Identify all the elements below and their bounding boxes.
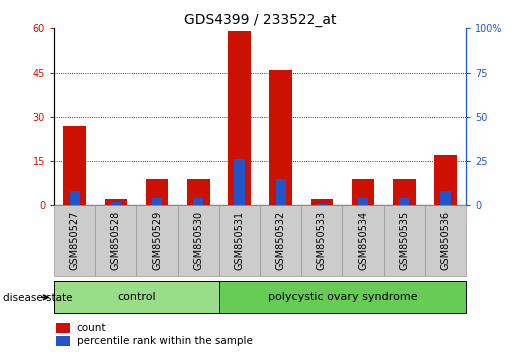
Title: GDS4399 / 233522_at: GDS4399 / 233522_at (184, 13, 336, 27)
Text: GSM850532: GSM850532 (276, 211, 286, 270)
Bar (352, 179, 374, 205)
Bar (70, 191, 80, 205)
Bar (434, 155, 457, 205)
Text: GSM850530: GSM850530 (193, 211, 203, 270)
Text: GSM850534: GSM850534 (358, 211, 368, 270)
Text: GSM850536: GSM850536 (440, 211, 451, 270)
Text: GSM850531: GSM850531 (234, 211, 245, 270)
Bar (260, 205, 301, 276)
Bar (54, 205, 95, 276)
Bar (105, 199, 127, 205)
Bar (342, 205, 384, 276)
Bar (56, 322, 70, 333)
Bar (269, 70, 292, 205)
Bar (146, 179, 168, 205)
Bar (56, 336, 70, 347)
Bar (317, 204, 327, 205)
Bar (301, 205, 342, 276)
Bar (384, 205, 425, 276)
Bar (111, 202, 121, 205)
Bar (63, 126, 86, 205)
Text: GSM850529: GSM850529 (152, 211, 162, 270)
Text: GSM850533: GSM850533 (317, 211, 327, 270)
Bar (152, 198, 162, 205)
Bar (136, 205, 178, 276)
Text: count: count (77, 323, 106, 333)
Text: GSM850535: GSM850535 (399, 211, 409, 270)
Bar (228, 31, 251, 205)
Bar (178, 205, 219, 276)
Bar (193, 198, 203, 205)
Bar (54, 281, 219, 313)
Bar (234, 159, 245, 205)
Bar (425, 205, 466, 276)
Bar (187, 179, 210, 205)
Text: polycystic ovary syndrome: polycystic ovary syndrome (268, 292, 417, 302)
Bar (95, 205, 136, 276)
Text: disease state: disease state (3, 293, 72, 303)
Bar (440, 191, 451, 205)
Bar (219, 205, 260, 276)
Bar (399, 198, 409, 205)
Bar (311, 199, 333, 205)
Text: percentile rank within the sample: percentile rank within the sample (77, 336, 253, 346)
Text: GSM850528: GSM850528 (111, 211, 121, 270)
Bar (358, 198, 368, 205)
Text: GSM850527: GSM850527 (70, 211, 80, 270)
Bar (393, 179, 416, 205)
Text: control: control (117, 292, 156, 302)
Bar (219, 281, 466, 313)
Bar (276, 179, 286, 205)
